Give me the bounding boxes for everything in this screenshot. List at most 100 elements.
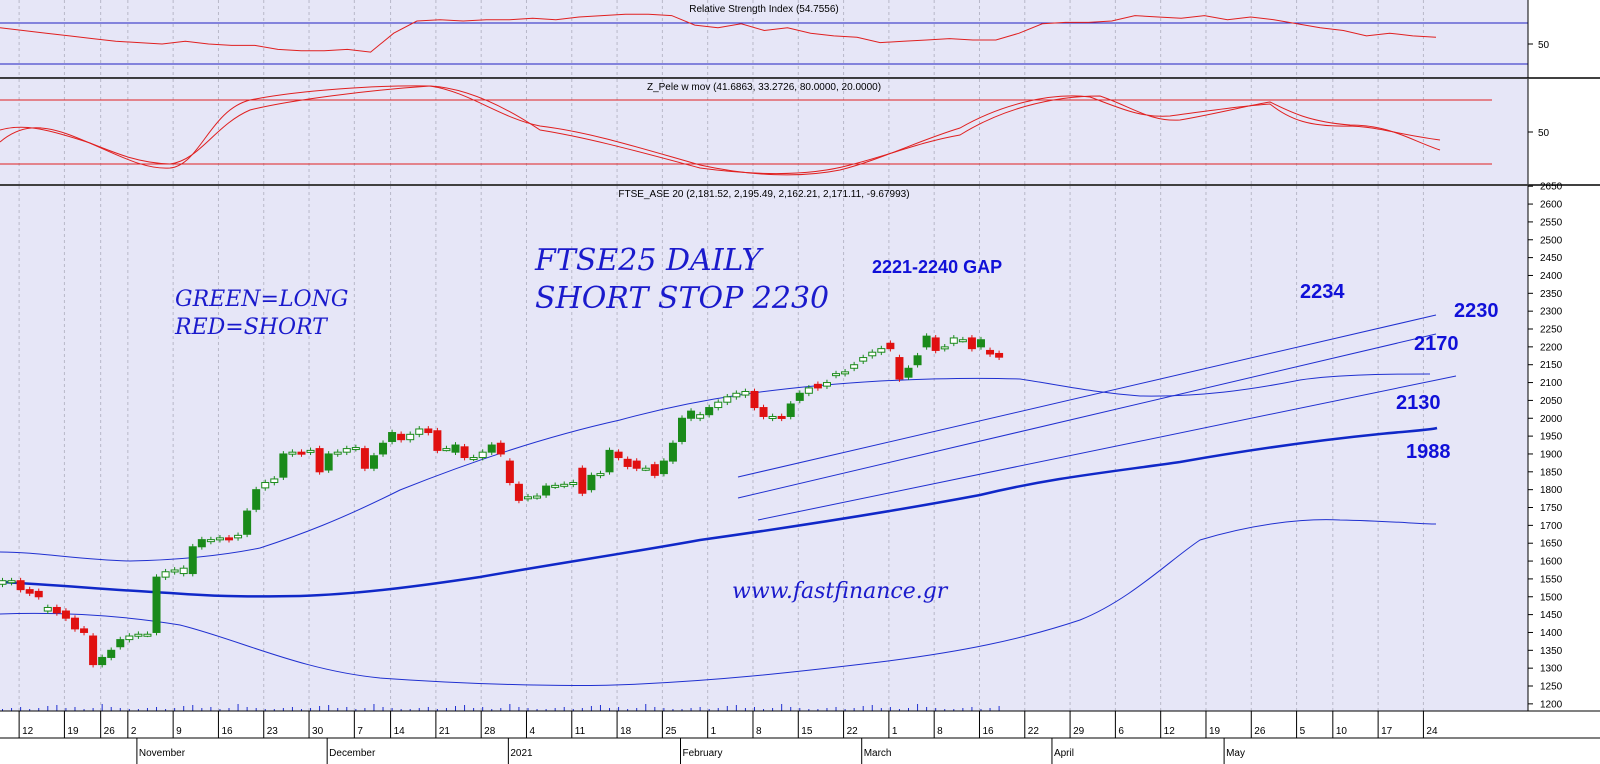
candle [52, 604, 61, 616]
price-tick-label: 2550 [1540, 217, 1563, 228]
candle-body [514, 483, 523, 501]
price-tick-label: 1900 [1540, 449, 1563, 460]
time-axis: 12 19 26 2 9 16 23 30 7 14 21 28 4 11 18 25 1 8 15 22 1 8 16 22… [18, 711, 1438, 738]
candle [270, 476, 279, 486]
price-tick-label: 1600 [1540, 557, 1563, 568]
price-tick-label: 2400 [1540, 271, 1563, 282]
candle-body [188, 546, 197, 575]
candle [777, 413, 786, 422]
price-tick-label: 2000 [1540, 414, 1563, 425]
candle [442, 445, 451, 452]
candle-body [333, 451, 342, 455]
candle [116, 636, 125, 650]
day-tick-label: 5 [1300, 726, 1306, 737]
price-tick-label: 1450 [1540, 610, 1563, 621]
candle [759, 404, 768, 420]
candlesticks [0, 333, 1004, 668]
candle [324, 451, 333, 473]
day-tick-label: 26 [104, 726, 116, 737]
candle-body [225, 537, 233, 541]
price-tick-label: 2200 [1540, 342, 1563, 353]
candle-body [813, 383, 822, 389]
month-label: March [864, 748, 892, 759]
candle-body [913, 355, 922, 366]
month-label: November [139, 748, 186, 759]
candle-body [270, 478, 279, 484]
candle [822, 379, 831, 389]
candle-body [587, 474, 596, 491]
candle-body [967, 337, 976, 350]
candle [614, 449, 623, 461]
candle-body [234, 534, 243, 539]
day-tick-label: 30 [312, 726, 324, 737]
month-axis: November December 2021 February March April Ma… [136, 738, 1245, 764]
candle [659, 458, 668, 477]
candle [261, 479, 270, 491]
candle-body [877, 348, 886, 353]
day-tick-label: 18 [620, 726, 632, 737]
candle-body [460, 446, 469, 459]
candle [288, 449, 297, 457]
candle-body [578, 467, 587, 494]
day-tick-label: 8 [937, 726, 943, 737]
candle [487, 442, 496, 456]
price-tick-label: 1700 [1540, 521, 1563, 532]
candle [25, 586, 34, 597]
day-tick-label: 11 [575, 726, 586, 737]
candle-body [369, 455, 378, 469]
candle-body [732, 392, 741, 398]
candle [342, 445, 351, 456]
candle-body [551, 484, 560, 488]
candle-body [986, 349, 995, 355]
candle-body [496, 442, 505, 455]
candle [215, 534, 224, 543]
day-tick-label: 12 [1164, 726, 1176, 737]
candle-body [442, 448, 451, 452]
candle [868, 349, 877, 359]
candle-body [895, 357, 904, 380]
candle-body [596, 473, 605, 477]
candle [832, 370, 841, 379]
day-tick-label: 9 [176, 726, 182, 737]
day-tick-label: 28 [484, 726, 496, 737]
candle [723, 393, 732, 406]
candle [388, 429, 397, 445]
candle [333, 449, 342, 457]
candle [632, 458, 641, 472]
candle [641, 465, 650, 472]
candle [424, 426, 433, 436]
candle-body [379, 442, 388, 455]
candle-body [107, 649, 116, 658]
annotation-legend-line1: GREEN=LONG [175, 287, 348, 312]
candle-body [678, 417, 686, 442]
channel-lower-line [757, 375, 1457, 521]
annotation-website: www.fastfinance.gr [732, 579, 949, 604]
candle-body [288, 451, 297, 455]
candle-body [451, 444, 460, 453]
candle-body [279, 453, 288, 478]
candle-body [134, 633, 143, 637]
pele-panel-bg [0, 79, 1528, 184]
candle [98, 654, 107, 668]
candle-body [922, 335, 931, 348]
candle [496, 440, 505, 457]
candle-body [170, 569, 179, 573]
candle [351, 444, 360, 452]
candle-body [43, 606, 52, 612]
price-panel: FTSE_ASE 20 (2,181.52, 2,195.49, 2,162.2… [0, 182, 1563, 711]
candle-body [859, 357, 868, 362]
day-tick-label: 1 [892, 726, 898, 737]
candle-body [841, 371, 850, 375]
candle-body [70, 617, 79, 630]
channel-upper-line [737, 314, 1437, 478]
day-tick-label: 24 [1426, 726, 1438, 737]
candle [306, 447, 315, 456]
candle [7, 577, 16, 586]
day-tick-label: 7 [357, 726, 363, 737]
candle [143, 631, 152, 638]
annotation-title-line1: FTSE25 DAILY [534, 243, 765, 278]
candle [886, 340, 895, 352]
rsi-panel: Relative Strength Index (54.7556) 50 [0, 0, 1550, 78]
candle-body [61, 610, 70, 619]
